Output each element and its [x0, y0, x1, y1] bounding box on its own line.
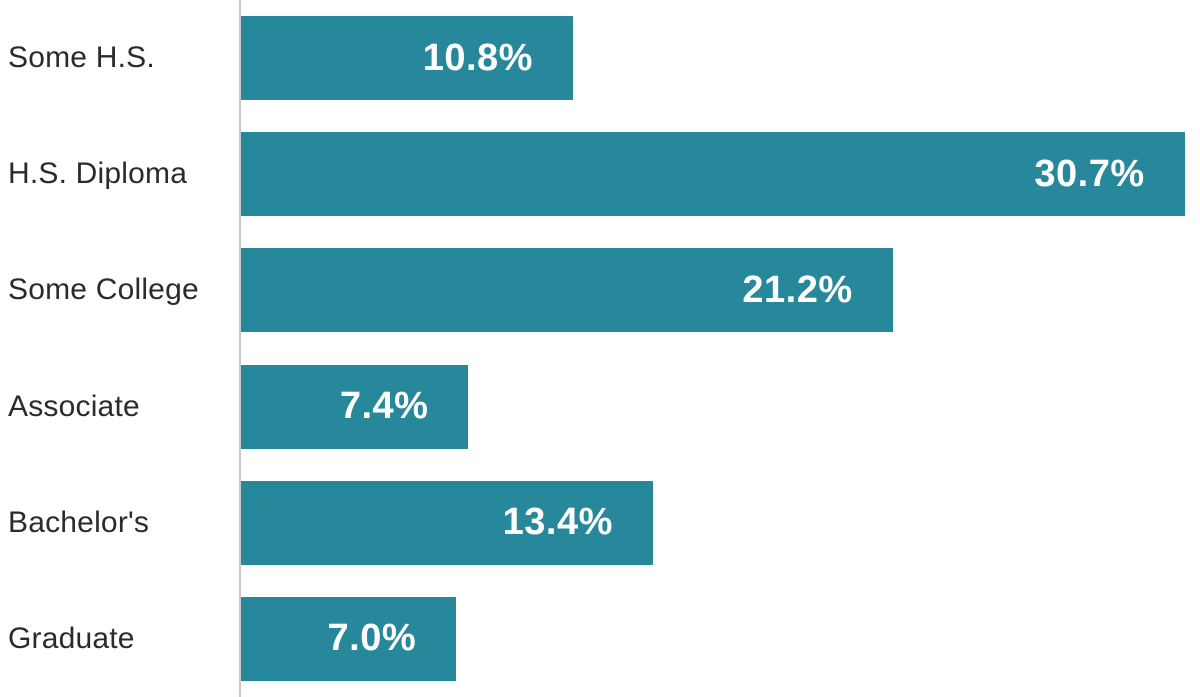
- bar: 7.0%: [241, 596, 457, 681]
- chart-row: Some College 21.2%: [0, 232, 1200, 348]
- bar-value-label: 21.2%: [742, 268, 853, 311]
- bar-area: 30.7%: [241, 116, 1200, 232]
- chart-row: Some H.S. 10.8%: [0, 0, 1200, 116]
- bar-value-label: 7.0%: [327, 617, 417, 660]
- bar-area: 10.8%: [241, 0, 1200, 116]
- category-label: H.S. Diploma: [8, 157, 188, 191]
- chart-row: H.S. Diploma 30.7%: [0, 116, 1200, 232]
- category-label: Graduate: [8, 621, 135, 655]
- category-label: Bachelor's: [8, 505, 150, 539]
- bar-value-label: 10.8%: [422, 36, 533, 79]
- bar: 13.4%: [241, 480, 653, 565]
- bar-area: 7.0%: [241, 581, 1200, 697]
- bar: 10.8%: [241, 16, 573, 101]
- chart-row: Bachelor's 13.4%: [0, 465, 1200, 581]
- bar-area: 7.4%: [241, 349, 1200, 465]
- bar-value-label: 30.7%: [1034, 152, 1145, 195]
- bar-area: 21.2%: [241, 232, 1200, 348]
- category-label: Some College: [8, 273, 199, 307]
- bar: 30.7%: [241, 132, 1185, 217]
- chart-row: Graduate 7.0%: [0, 581, 1200, 697]
- category-label: Associate: [8, 389, 140, 423]
- bar-area: 13.4%: [241, 465, 1200, 581]
- y-axis-line: [239, 0, 241, 697]
- bar: 7.4%: [241, 364, 469, 449]
- chart-row: Associate 7.4%: [0, 349, 1200, 465]
- bar-value-label: 13.4%: [502, 501, 613, 544]
- bar-value-label: 7.4%: [339, 385, 429, 428]
- bar: 21.2%: [241, 248, 893, 333]
- category-label: Some H.S.: [8, 41, 155, 75]
